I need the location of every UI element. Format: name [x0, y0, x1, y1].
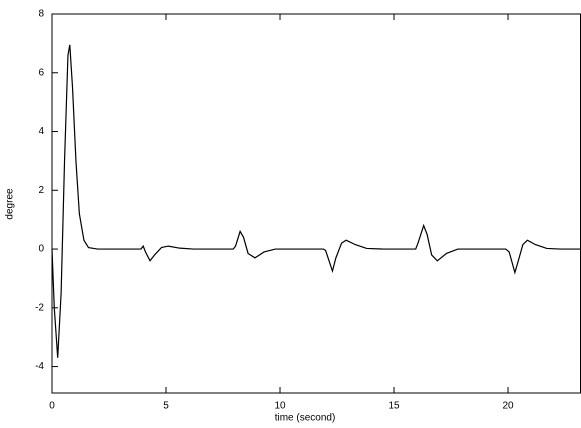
y-tick-label: 6 [38, 67, 44, 78]
y-axis-label: degree [5, 188, 16, 220]
chart: time (second) degree -4 -2 0 2 4 6 8 0 5 10 15 20 [0, 0, 581, 428]
x-tick-label: 15 [388, 401, 400, 412]
plot-frame [52, 14, 581, 393]
x-tick-label: 5 [163, 401, 169, 412]
x-tick-label: 0 [49, 401, 55, 412]
y-tick-label: -2 [35, 302, 44, 313]
y-tick-label: 0 [38, 244, 44, 255]
y-tick-label: 8 [38, 9, 44, 20]
x-tick-label: 20 [502, 401, 514, 412]
x-axis-label: time (second) [275, 413, 336, 424]
y-tick-label: 2 [38, 185, 44, 196]
data-line [52, 45, 581, 358]
y-tick-label: 4 [38, 126, 44, 137]
y-tick-label: -4 [35, 361, 44, 372]
x-tick-label: 10 [274, 401, 286, 412]
